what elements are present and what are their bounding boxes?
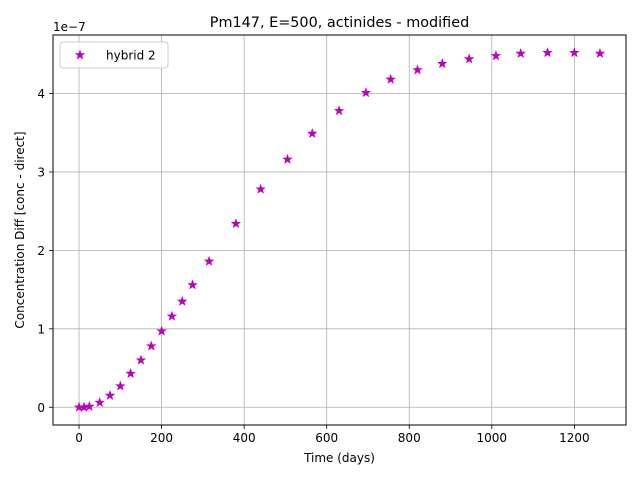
data-point: [463, 53, 475, 64]
data-point: [437, 58, 448, 69]
x-axis-label: Time (days): [303, 451, 375, 465]
x-tick-label: 1000: [477, 431, 508, 445]
x-tick-label: 400: [233, 431, 256, 445]
legend: hybrid 2: [59, 41, 169, 69]
x-tick-label: 0: [75, 431, 83, 445]
tick-layer: 0 200 400 600 800 1000 1200 0 1 2 3 4: [37, 87, 589, 445]
y-tick-label: 1: [37, 322, 45, 336]
data-point: [104, 390, 116, 400]
data-point: [515, 48, 526, 58]
x-tick-label: 600: [315, 431, 338, 445]
data-point: [84, 401, 95, 411]
plot-frame: [52, 34, 627, 426]
x-tick-label: 800: [398, 431, 421, 445]
data-point: [542, 47, 553, 58]
data-point: [360, 87, 372, 98]
y-axis-label: Concentration Diff [conc - direct]: [13, 131, 27, 328]
points-layer: [73, 47, 606, 412]
data-point: [203, 255, 215, 266]
data-point: [412, 64, 423, 75]
data-point: [135, 354, 147, 365]
data-point: [146, 340, 157, 351]
data-point: [594, 48, 606, 58]
data-point: [230, 218, 242, 229]
data-point: [385, 73, 396, 84]
data-point: [115, 380, 126, 391]
legend-marker: [74, 49, 86, 60]
x-tick-label: 200: [150, 431, 173, 445]
data-point: [255, 183, 266, 194]
data-point: [307, 128, 318, 138]
y-tick-label: 2: [37, 244, 45, 258]
data-point: [282, 153, 293, 164]
data-point: [490, 50, 502, 61]
legend-label: hybrid 2: [106, 49, 156, 63]
chart-title: Pm147, E=500, actinides - modified: [210, 15, 469, 31]
legend-star-marker: [74, 49, 86, 60]
x-tick-label: 1200: [559, 431, 590, 445]
y-tick-label: 0: [37, 401, 45, 415]
data-point: [187, 279, 198, 290]
data-point: [94, 397, 105, 407]
y-tick-label: 4: [37, 87, 45, 101]
legend-box: [59, 41, 169, 69]
data-point: [125, 368, 136, 378]
data-point: [156, 325, 167, 336]
data-point: [177, 295, 188, 306]
data-point: [569, 47, 580, 58]
y-tick-label: 3: [37, 165, 45, 179]
grid-layer: [53, 35, 626, 425]
y-offset-label: 1e−7: [53, 20, 86, 34]
data-point: [166, 310, 178, 321]
data-point: [333, 105, 345, 116]
